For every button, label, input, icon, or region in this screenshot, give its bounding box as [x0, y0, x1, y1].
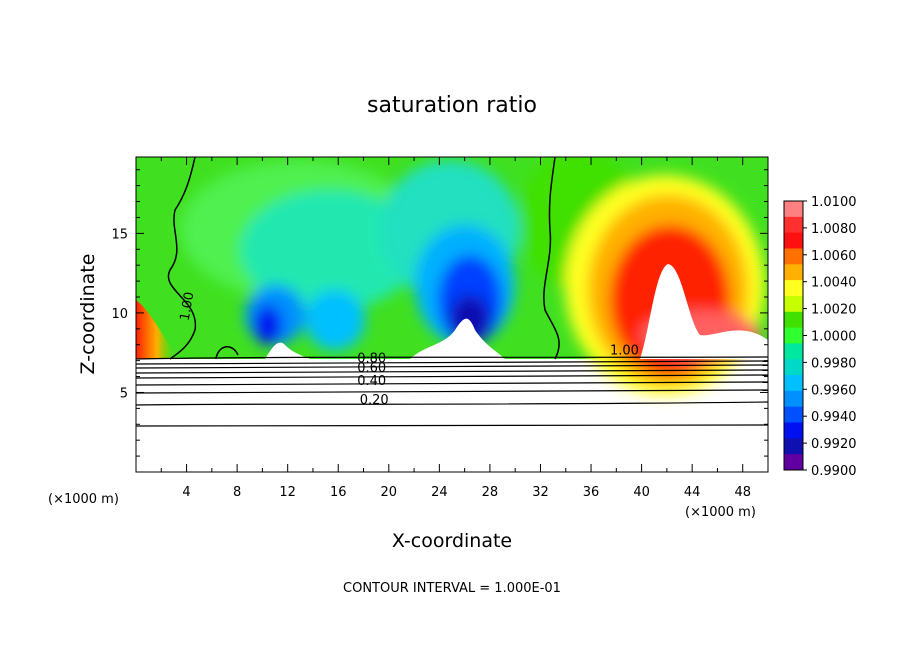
- y-axis: 5 10 15: [111, 169, 768, 457]
- colorbar-swatch: [784, 311, 803, 329]
- x-tick-label: 4: [182, 485, 190, 500]
- colorbar-swatch: [784, 422, 803, 439]
- colorbar-label: 1.0020: [811, 303, 857, 318]
- colorbar-swatch: [784, 327, 803, 344]
- x-axis-label: X-coordinate: [392, 530, 512, 552]
- colorbar-label: 0.9960: [811, 383, 857, 398]
- colorbar-label: 1.0000: [811, 330, 857, 345]
- colorbar-label: 1.0040: [811, 276, 857, 291]
- x-tick-label: 12: [279, 485, 296, 500]
- contour-interval-note: CONTOUR INTERVAL = 1.000E-01: [343, 581, 561, 596]
- colorbar-swatch: [784, 280, 803, 297]
- colorbar-label: 1.0080: [811, 222, 857, 237]
- colorbar-swatch: [784, 454, 803, 471]
- x-tick-label: 32: [532, 485, 549, 500]
- colorbar-swatch: [784, 232, 803, 249]
- colorbar-label: 0.9920: [811, 437, 857, 452]
- colorbar-swatch: [784, 390, 803, 408]
- x-unit-right: (×1000 m): [685, 505, 756, 520]
- colorbar-swatch: [784, 343, 803, 360]
- colorbar-swatch: [784, 406, 803, 424]
- colorbar-label: 1.0100: [811, 195, 857, 210]
- colorbar-label: 0.9900: [811, 464, 857, 479]
- x-tick-label: 8: [233, 485, 241, 500]
- colorbar-swatch: [784, 248, 803, 265]
- colorbar-swatch: [784, 359, 803, 376]
- x-tick-label: 16: [330, 485, 347, 500]
- colorbar-swatch: [784, 438, 803, 455]
- colorbar-label: 1.0060: [811, 249, 857, 264]
- colorbar-swatch: [784, 216, 803, 234]
- x-unit-left: (×1000 m): [48, 492, 119, 507]
- contour-labels: 0.20 0.400.600.80 1.00 1.00: [178, 291, 639, 408]
- contour-label: 0.80: [357, 352, 386, 367]
- contour-label: 0.40: [357, 374, 386, 389]
- chart-title: saturation ratio: [367, 93, 537, 118]
- x-tick-label: 40: [633, 485, 650, 500]
- colorbar: 1.0100 1.0080 1.0060 1.0040 1.0020 1.0000 0.99…: [783, 195, 857, 479]
- contour-label: 1.00: [610, 344, 639, 359]
- y-tick-label: 5: [120, 386, 128, 401]
- x-axis: 4 8 12 16 20 24 28 32 36 40 44 48: [160, 157, 751, 500]
- x-tick-label: 28: [482, 485, 499, 500]
- plot-area: [136, 157, 768, 472]
- y-axis-label: Z-coordinate: [77, 254, 99, 375]
- x-tick-label: 20: [381, 485, 398, 500]
- y-tick-label: 10: [111, 307, 128, 322]
- contour-label: 0.60: [357, 361, 386, 376]
- contour-label: 0.20: [360, 393, 389, 408]
- y-tick-label: 15: [111, 227, 128, 242]
- colorbar-swatch: [784, 264, 803, 281]
- colorbar-label: 0.9980: [811, 356, 857, 371]
- colorbar-swatch: [784, 201, 803, 218]
- colorbar-swatch: [784, 295, 803, 313]
- plot-frame: [135, 156, 769, 473]
- x-tick-label: 48: [734, 485, 751, 500]
- colorbar-label: 0.9940: [811, 410, 857, 425]
- x-tick-label: 36: [583, 485, 600, 500]
- contour-label: 1.00: [178, 291, 198, 322]
- x-tick-label: 44: [684, 485, 701, 500]
- x-tick-label: 24: [431, 485, 448, 500]
- colorbar-swatch: [784, 375, 803, 392]
